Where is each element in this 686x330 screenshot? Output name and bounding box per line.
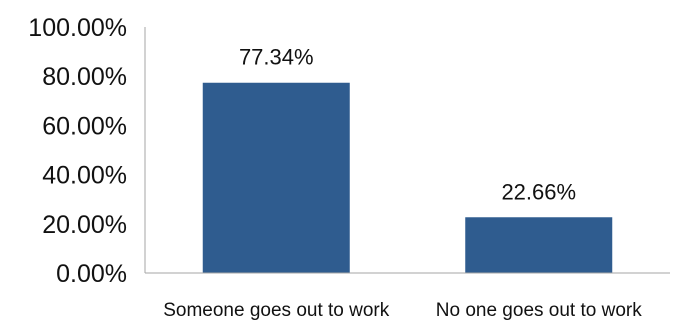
bar-value-label: 22.66% [501, 179, 576, 204]
y-tick-label: 0.00% [56, 260, 127, 288]
bar [465, 217, 613, 273]
bar-value-label: 77.34% [239, 45, 314, 70]
bar [202, 82, 350, 274]
x-category-label: No one goes out to work [436, 300, 642, 321]
y-axis: 0.00% 20.00% 40.00% 60.00% 80.00% 100.00% [28, 14, 146, 288]
y-tick-label: 60.00% [42, 112, 127, 140]
y-tick-label: 20.00% [42, 211, 127, 239]
data-labels: 77.34% 22.66% [239, 45, 576, 205]
y-tick-label: 40.00% [42, 162, 127, 190]
x-axis: Someone goes out to work No one goes out … [145, 272, 670, 321]
y-tick-label: 100.00% [28, 14, 127, 42]
bars [202, 82, 613, 274]
y-tick-label: 80.00% [42, 63, 127, 91]
x-category-label: Someone goes out to work [163, 300, 390, 321]
